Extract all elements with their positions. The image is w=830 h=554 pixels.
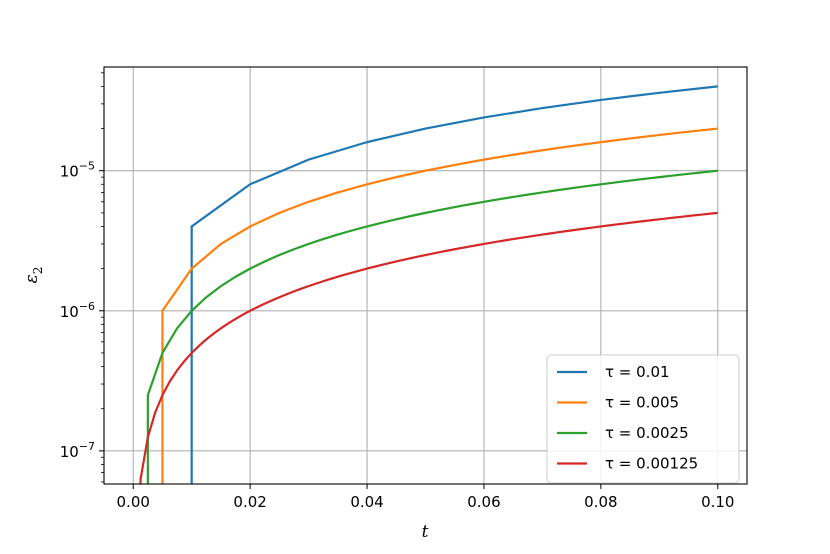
legend-box bbox=[546, 354, 740, 484]
x-tick-label: 0.04 bbox=[350, 493, 383, 511]
x-tick-label: 0.08 bbox=[584, 493, 617, 511]
series-line bbox=[161, 127, 718, 484]
x-tick-label: 0.06 bbox=[467, 493, 500, 511]
plot-frame bbox=[103, 66, 748, 485]
x-tick-label: 0.00 bbox=[117, 493, 150, 511]
legend-label: τ = 0.01 bbox=[605, 363, 670, 381]
y-tick-label: 10−5 bbox=[60, 160, 95, 181]
legend-label: τ = 0.0025 bbox=[605, 424, 689, 442]
series-line bbox=[146, 169, 718, 484]
y-axis-label-symbol: ε bbox=[22, 274, 42, 283]
x-axis-label: t bbox=[422, 522, 429, 542]
series-line bbox=[139, 211, 718, 484]
legend-label: τ = 0.00125 bbox=[605, 455, 698, 473]
series-line bbox=[190, 85, 718, 484]
y-tick-label: 10−6 bbox=[60, 300, 95, 321]
y-tick-label: 10−7 bbox=[60, 440, 95, 461]
ticks: 0.00 0.02 0.04 0.06 0.08 0.10 10−7 10−6 10−5 bbox=[60, 72, 734, 511]
x-tick-label: 0.02 bbox=[233, 493, 266, 511]
legend: τ = 0.01 τ = 0.005 τ = 0.0025 τ = 0.00125 bbox=[546, 354, 740, 484]
y-axis-label-subscript: 2 bbox=[31, 267, 45, 275]
legend-label: τ = 0.005 bbox=[605, 394, 679, 412]
x-tick-label: 0.10 bbox=[701, 493, 734, 511]
y-axis-label: ε2 bbox=[22, 267, 45, 284]
series-lines bbox=[139, 85, 718, 484]
